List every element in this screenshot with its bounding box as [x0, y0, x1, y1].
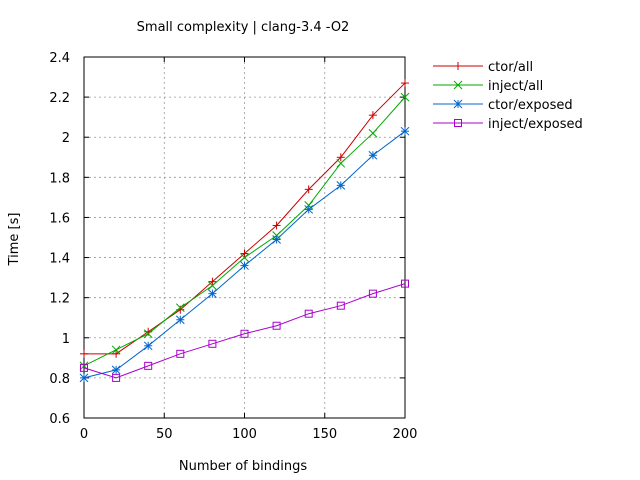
data-point-inject-all [304, 201, 314, 210]
series-layer [79, 79, 410, 383]
data-point-ctor-exposed [368, 150, 378, 160]
y-tick-label: 1.4 [49, 252, 70, 267]
legend-label-inject-exposed: inject/exposed [488, 117, 583, 132]
y-tick-label: 2.2 [49, 91, 70, 106]
data-point-ctor-exposed [336, 181, 346, 190]
legend-marker-inject-all [453, 80, 463, 90]
data-point-inject-all [336, 158, 346, 168]
data-point-ctor-exposed [175, 315, 185, 325]
data-point-inject-all [175, 303, 185, 313]
y-tick-label: 0.6 [49, 412, 70, 427]
data-point-ctor-all [272, 221, 281, 230]
legend-marker-inject-exposed [454, 119, 462, 127]
data-point-ctor-exposed [272, 235, 281, 244]
data-point-inject-all [208, 281, 217, 290]
data-point-inject-exposed [240, 329, 249, 338]
x-axis-label: Number of bindings [179, 459, 307, 474]
data-point-ctor-all [240, 249, 249, 258]
data-point-inject-exposed [336, 301, 345, 310]
y-tick-label: 1 [62, 332, 70, 347]
legend-label-ctor-all: ctor/all [488, 60, 533, 75]
y-tick-label: 1.8 [49, 171, 70, 186]
data-point-inject-exposed [208, 339, 217, 348]
data-point-inject-exposed [272, 321, 281, 330]
data-point-inject-exposed [144, 361, 153, 370]
data-point-ctor-exposed [208, 289, 217, 299]
legend-label-ctor-exposed: ctor/exposed [488, 98, 573, 113]
data-point-inject-all [240, 253, 249, 262]
x-tick-label: 150 [312, 427, 337, 442]
data-point-ctor-all [304, 185, 313, 194]
legend-label-inject-all: inject/all [488, 79, 543, 94]
legend: ctor/all inject/all ctor/exposed inject/exp… [433, 60, 583, 132]
legend-marker-ctor-exposed [453, 99, 463, 109]
y-tick-label: 2.4 [49, 51, 70, 66]
data-point-inject-all [368, 128, 378, 138]
y-tick-label: 1.2 [49, 292, 70, 307]
data-point-inject-all [272, 231, 281, 240]
x-tick-label: 50 [156, 427, 173, 442]
data-point-ctor-all [368, 111, 377, 120]
data-point-inject-exposed [401, 279, 409, 288]
grid [84, 57, 405, 418]
data-point-inject-exposed [112, 373, 121, 382]
data-point-ctor-exposed [111, 365, 121, 375]
y-tick-label: 0.8 [49, 372, 70, 387]
axis-ticks: 0 50 100 150 200 0.6 0.8 1 1.2 1.4 1.6 1.8 2 2.2 2.4 [49, 51, 417, 442]
data-point-ctor-exposed [79, 373, 89, 383]
data-point-ctor-exposed [304, 205, 314, 214]
x-tick-label: 200 [393, 427, 418, 442]
x-tick-label: 0 [80, 427, 88, 442]
legend-marker-ctor-all [454, 62, 462, 70]
data-point-inject-all [111, 345, 121, 355]
data-point-inject-exposed [176, 349, 185, 358]
data-point-ctor-all [401, 79, 409, 88]
y-axis-label: Time [s] [7, 213, 22, 267]
chart-title: Small complexity | clang-3.4 -O2 [137, 20, 350, 35]
y-tick-label: 1.6 [49, 211, 70, 226]
y-tick-label: 2 [62, 131, 70, 146]
data-point-ctor-exposed [143, 341, 153, 351]
data-point-ctor-all [112, 349, 121, 358]
data-point-ctor-all [80, 349, 88, 358]
data-point-inject-exposed [304, 309, 313, 318]
data-point-inject-exposed [368, 289, 377, 298]
data-point-inject-exposed [80, 363, 88, 372]
data-point-ctor-all [208, 277, 217, 286]
series-line-inject-exposed [83, 283, 406, 379]
data-point-ctor-exposed [400, 126, 410, 136]
data-point-inject-all [143, 329, 153, 339]
data-point-ctor-exposed [240, 261, 249, 270]
data-point-inject-all [400, 92, 410, 102]
x-tick-label: 100 [232, 427, 257, 442]
data-point-ctor-all [336, 153, 345, 162]
